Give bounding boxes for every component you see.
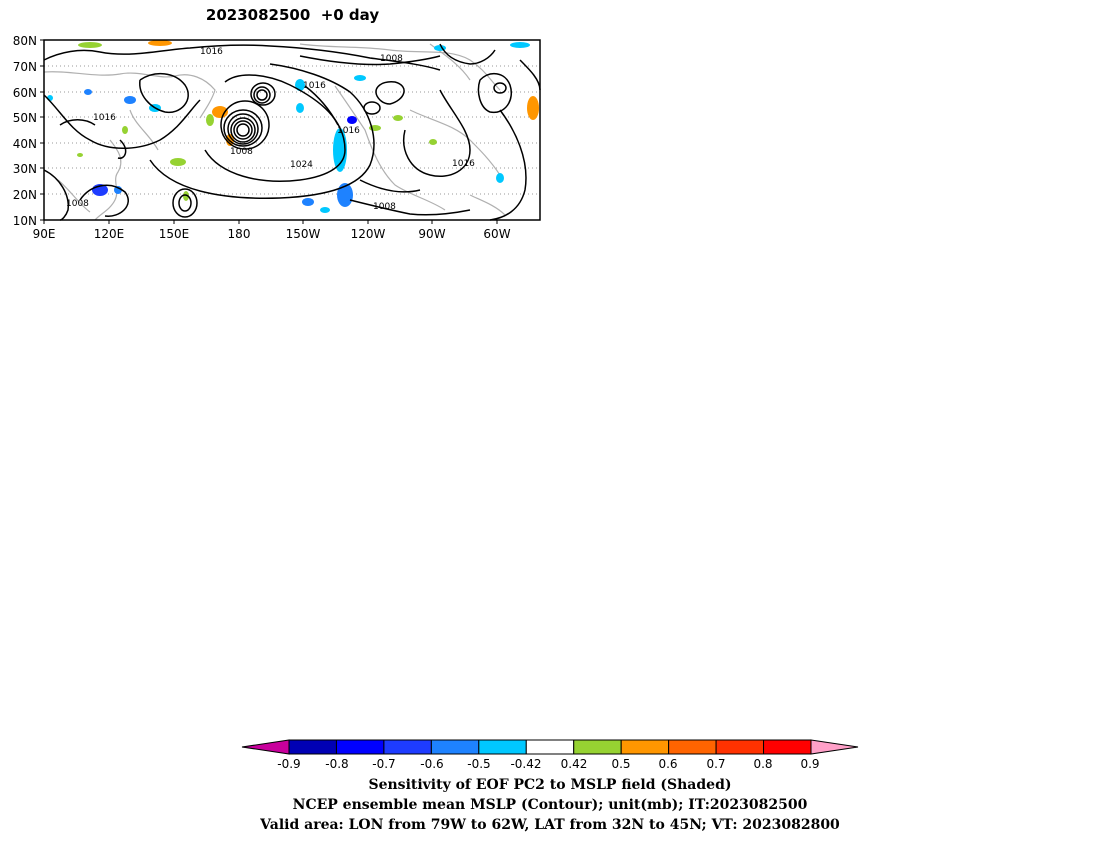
lat-label: 80N [13,34,37,48]
lon-label: 120E [94,227,125,241]
colorbar-left-arrow [241,739,290,755]
colorbar-cell [620,739,670,755]
contour-label: 1016 [200,47,223,57]
colorbar-tick-label: 0.9 [800,757,819,771]
contour-label: 1008 [373,202,396,212]
contour-label: 1008 [66,199,89,209]
colorbar-cells [241,739,859,755]
lat-gridlines [44,65,540,195]
contour-label: 1016 [303,81,326,91]
lon-label: 150W [286,227,321,241]
colorbar-cell [715,739,765,755]
colorbar-tick-label: 0.6 [658,757,677,771]
contour-label: 1016 [93,113,116,123]
map-title: 2023082500 +0 day [205,6,380,24]
colorbar-cell [288,739,337,755]
contour-label: 1016 [452,159,475,169]
lat-ticks [40,39,44,221]
coastlines [43,43,506,221]
map-panel: 1016 1008 1016 1016 1008 1016 1024 1016 … [13,34,541,241]
contour-label: 1024 [290,160,313,170]
lon-label: 60W [483,227,510,241]
colorbar-tick-label: -0.42 [510,757,541,771]
lon-label: 90E [33,227,56,241]
colorbar-tick-label: -0.5 [467,757,490,771]
lon-label: 150E [159,227,190,241]
colorbar-tick-label: 0.5 [611,757,630,771]
colorbar-cell [763,739,812,755]
lat-label: 70N [13,60,37,74]
colorbar-tick-label: -0.8 [325,757,348,771]
colorbar-cell [525,739,575,755]
lon-label: 180 [228,227,251,241]
caption-line-3: Valid area: LON from 79W to 62W, LAT fro… [260,817,840,833]
colorbar-tick-label: 0.7 [706,757,725,771]
lat-label: 40N [13,137,37,151]
lon-ticks [43,220,498,224]
lat-label: 30N [13,162,37,176]
colorbar-tick-label: -0.7 [372,757,395,771]
colorbar-tick-label: -0.9 [277,757,300,771]
lat-label: 50N [13,111,37,125]
colorbar-cell [478,739,527,755]
colorbar-tick-label: -0.6 [420,757,443,771]
contour-label: 1008 [230,147,253,157]
lon-label: 90W [418,227,445,241]
colorbar-right-arrow [810,739,859,755]
lat-labels: 80N 70N 60N 50N 40N 30N 20N 10N [13,34,37,228]
colorbar-tick-label: 0.8 [753,757,772,771]
colorbar-cell [573,739,622,755]
colorbar: -0.9 -0.8 -0.7 -0.6 -0.5 -0.42 0.42 0.5 … [241,739,859,771]
caption-line-2: NCEP ensemble mean MSLP (Contour); unit(… [292,797,808,813]
lat-label: 20N [13,188,37,202]
lat-label: 60N [13,86,37,100]
caption-line-1: Sensitivity of EOF PC2 to MSLP field (Sh… [368,777,732,793]
colorbar-cell [335,739,385,755]
contour-label: 1008 [380,54,403,64]
colorbar-tick-labels: -0.9 -0.8 -0.7 -0.6 -0.5 -0.42 0.42 0.5 … [277,757,819,771]
contour-label: 1016 [337,126,360,136]
colorbar-cell [668,739,717,755]
lon-label: 120W [351,227,386,241]
lon-labels: 90E 120E 150E 180 150W 120W 90W 60W [33,227,511,241]
colorbar-cell [383,739,432,755]
colorbar-tick-label: 0.42 [561,757,588,771]
colorbar-cell [430,739,480,755]
mslp-contours [43,43,541,221]
contour-labels: 1016 1008 1016 1016 1008 1016 1024 1016 … [66,47,475,212]
map-frame [43,39,541,221]
lat-label: 10N [13,214,37,228]
